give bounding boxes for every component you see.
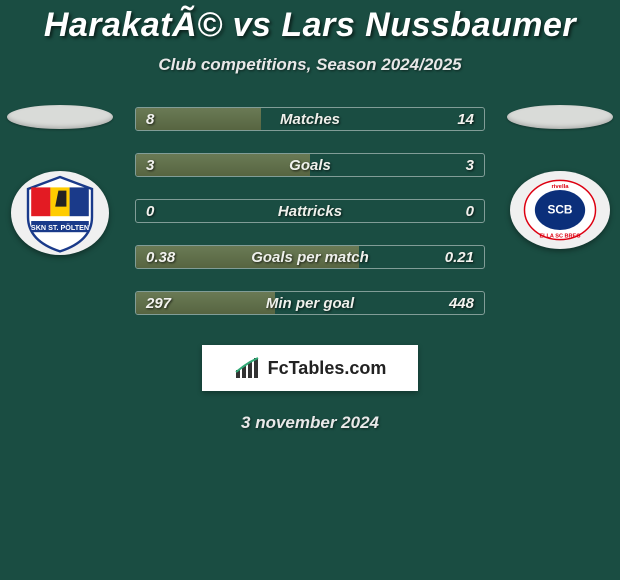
page-subtitle: Club competitions, Season 2024/2025 xyxy=(0,55,620,75)
right-club-badge: rivella SCB ELLA SC BREG xyxy=(510,171,610,249)
svg-text:ELLA SC BREG: ELLA SC BREG xyxy=(539,233,580,239)
right-player-avatar-placeholder xyxy=(507,105,613,129)
left-player-col: SKN ST. PÖLTEN xyxy=(0,105,120,255)
brand-attribution[interactable]: FcTables.com xyxy=(202,345,418,391)
right-player-col: rivella SCB ELLA SC BREG xyxy=(500,105,620,249)
sc-bregenz-icon: rivella SCB ELLA SC BREG xyxy=(512,173,608,247)
stat-label: Min per goal xyxy=(136,292,484,314)
stat-bar: 0Hattricks0 xyxy=(135,199,485,223)
stat-value-right: 448 xyxy=(449,292,474,314)
brand-text: FcTables.com xyxy=(268,358,387,379)
svg-text:rivella: rivella xyxy=(551,184,569,190)
skn-st-polten-icon: SKN ST. PÖLTEN xyxy=(20,173,100,253)
stat-label: Goals xyxy=(136,154,484,176)
stat-value-right: 0.21 xyxy=(445,246,474,268)
svg-text:SKN ST. PÖLTEN: SKN ST. PÖLTEN xyxy=(31,223,89,232)
left-player-avatar-placeholder xyxy=(7,105,113,129)
stat-bar: 8Matches14 xyxy=(135,107,485,131)
stat-label: Hattricks xyxy=(136,200,484,222)
stats-column: 8Matches14 3Goals3 0Hattricks0 0.38Goals pe… xyxy=(135,105,485,315)
chart-icon xyxy=(234,356,262,380)
stat-value-right: 3 xyxy=(466,154,474,176)
stat-value-right: 14 xyxy=(457,108,474,130)
stat-bar: 3Goals3 xyxy=(135,153,485,177)
comparison-card: HarakatÃ© vs Lars Nussbaumer Club compet… xyxy=(0,0,620,433)
stat-value-right: 0 xyxy=(466,200,474,222)
stat-bar: 0.38Goals per match0.21 xyxy=(135,245,485,269)
stat-bar: 297Min per goal448 xyxy=(135,291,485,315)
left-club-badge: SKN ST. PÖLTEN xyxy=(11,171,109,255)
svg-text:SCB: SCB xyxy=(548,203,573,217)
main-row: SKN ST. PÖLTEN 8Matches14 3Goals3 0Hattric… xyxy=(0,105,620,315)
date-label: 3 november 2024 xyxy=(0,413,620,433)
stat-label: Goals per match xyxy=(136,246,484,268)
stat-label: Matches xyxy=(136,108,484,130)
page-title: HarakatÃ© vs Lars Nussbaumer xyxy=(0,6,620,45)
